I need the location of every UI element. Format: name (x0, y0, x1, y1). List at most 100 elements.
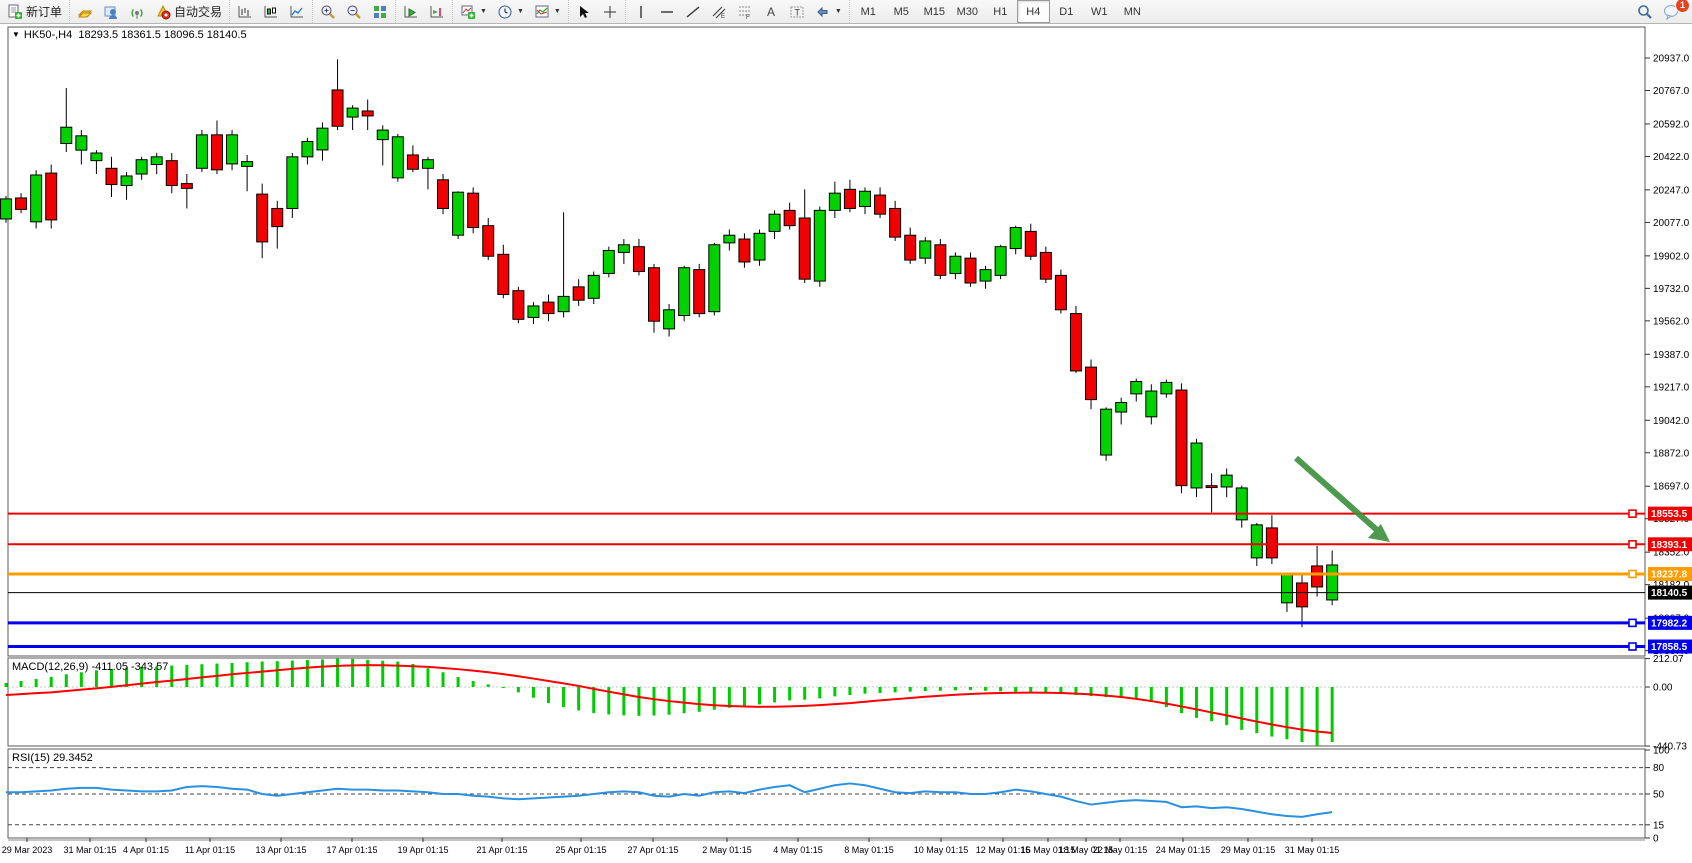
hline-18237.8 (8, 569, 1645, 579)
timeframe-M30-button[interactable]: M30 (956, 5, 978, 18)
timeframe-H4-button[interactable]: H4 (1016, 0, 1050, 23)
toolbar-group (312, 0, 395, 23)
chart-symbol-period: HK50-,H4 (23, 29, 73, 41)
line-handle (1628, 569, 1637, 579)
timeframe-M15-button[interactable]: M15 (923, 5, 945, 18)
candle-chart-icon (263, 4, 279, 20)
timeframe-M1-button[interactable]: M1 (860, 5, 876, 18)
svg-text:20592.0: 20592.0 (1653, 119, 1690, 130)
candles (0, 59, 1339, 628)
svg-text:16 May 01:15: 16 May 01:15 (1021, 845, 1076, 855)
chart-canvas[interactable]: 20937.0 20767.0 20592.0 20422.0 20247.0 20077… (0, 23, 1692, 863)
trendline-icon (685, 4, 701, 20)
svg-text:18393.1: 18393.1 (1651, 540, 1688, 551)
auto-scroll-button[interactable] (399, 1, 423, 23)
zoom-out-button[interactable] (342, 1, 366, 23)
shapes-dropdown[interactable]: ▼ (811, 1, 846, 23)
rsi-indicator-label: RSI(15) 29.3452 (12, 752, 93, 764)
timeframe-group: M1 M5 M15 M30 H1 H4 D1 W1 MN (848, 0, 1151, 23)
svg-text:50: 50 (1653, 790, 1665, 801)
candle-chart-button[interactable] (259, 1, 283, 23)
horizontal-line-button[interactable] (655, 1, 679, 23)
svg-text:19217.0: 19217.0 (1653, 382, 1690, 393)
svg-text:10 May 01:15: 10 May 01:15 (914, 845, 969, 855)
periods-dropdown[interactable]: ▼ (493, 1, 528, 23)
fibonacci-button[interactable]: F (733, 1, 757, 23)
tile-windows-button[interactable] (368, 1, 392, 23)
cursor-button[interactable] (572, 1, 596, 23)
svg-text:29 May 01:15: 29 May 01:15 (1221, 845, 1276, 855)
svg-text:T: T (794, 7, 800, 17)
line-chart-button[interactable] (285, 1, 309, 23)
macd-indicator-label: MACD(12,26,9) -411.05 -343.57 (12, 661, 169, 673)
channel-button[interactable]: E (707, 1, 731, 23)
chevron-down-icon: ▼ (516, 8, 524, 15)
svg-text:2 May 01:15: 2 May 01:15 (702, 845, 752, 855)
chart-shift-button[interactable] (425, 1, 449, 23)
chart-ohlc-values: 18293.5 18361.5 18096.5 18140.5 (78, 29, 247, 41)
new-chart-dropdown[interactable]: ▼ (456, 1, 491, 23)
timeframe-W1-button[interactable]: W1 (1091, 5, 1108, 18)
toolbar-group (229, 0, 312, 23)
toolbar-group: E F A T ▼ (624, 0, 849, 23)
chat-button[interactable]: 1 (1659, 0, 1690, 23)
market-watch-button[interactable] (73, 1, 97, 23)
signal-button[interactable] (125, 1, 149, 23)
text-button[interactable]: A (759, 1, 783, 23)
signal-icon (129, 4, 145, 20)
svg-text:19902.0: 19902.0 (1653, 251, 1690, 262)
crosshair-icon (602, 4, 618, 20)
indicators-dropdown[interactable]: ▼ (530, 1, 565, 23)
autotrade-button-label: 自动交易 (174, 5, 223, 19)
svg-text:18140.5: 18140.5 (1651, 588, 1688, 599)
svg-text:19387.0: 19387.0 (1653, 350, 1690, 361)
hline-17982.2 (8, 618, 1645, 628)
timeframe-D1-button[interactable]: D1 (1059, 5, 1074, 18)
svg-text:17 Apr 01:15: 17 Apr 01:15 (326, 845, 377, 855)
svg-text:12 May 01:15: 12 May 01:15 (976, 845, 1031, 855)
timeframe-M5-button[interactable]: M5 (893, 5, 909, 18)
shapes-icon (815, 4, 831, 20)
svg-text:4 May 01:15: 4 May 01:15 (773, 845, 823, 855)
price-badges: 18553.5 18393.1 18237.8 17982.2 17858.5 18140… (1648, 506, 1692, 654)
svg-text:0: 0 (1653, 834, 1659, 845)
indicators-icon (534, 4, 550, 20)
bar-chart-button[interactable] (233, 1, 257, 23)
trend-arrow[interactable] (1294, 455, 1390, 542)
svg-text:19 Apr 01:15: 19 Apr 01:15 (397, 845, 448, 855)
timeframe-H1-button[interactable]: H1 (993, 5, 1008, 18)
svg-text:20422.0: 20422.0 (1653, 152, 1690, 163)
macd-panel: 212.07 0.00 -440.73 (4, 654, 1687, 753)
search-button[interactable] (1633, 1, 1657, 23)
svg-text:19042.0: 19042.0 (1653, 416, 1690, 427)
profile-button[interactable] (99, 1, 123, 23)
hline-18553.5 (8, 509, 1645, 518)
svg-text:20077.0: 20077.0 (1653, 218, 1690, 229)
new-order-button-label: 新订单 (26, 5, 63, 19)
toolbar-group (395, 0, 452, 23)
timeframe-MN-button[interactable]: MN (1123, 5, 1141, 18)
line-handle (1628, 540, 1637, 549)
svg-text:212.07: 212.07 (1653, 654, 1684, 665)
svg-text:18697.0: 18697.0 (1653, 482, 1690, 493)
horizontal-line-icon (659, 4, 675, 20)
new-chart-icon (460, 4, 476, 20)
svg-text:20937.0: 20937.0 (1653, 54, 1690, 65)
svg-text:24 May 01:15: 24 May 01:15 (1156, 845, 1211, 855)
svg-text:25 Apr 01:15: 25 Apr 01:15 (555, 845, 606, 855)
svg-text:21 Apr 01:15: 21 Apr 01:15 (476, 845, 527, 855)
zoom-in-button[interactable] (316, 1, 340, 23)
vertical-line-button[interactable] (629, 1, 653, 23)
label-button[interactable]: T (785, 1, 809, 23)
autotrade-button[interactable]: 自动交易 (151, 1, 226, 23)
line-handle (1628, 618, 1637, 628)
price-chart-svg[interactable]: 20937.0 20767.0 20592.0 20422.0 20247.0 20077… (0, 23, 1692, 863)
new-order-button[interactable]: 新订单 (3, 1, 66, 23)
trendline-button[interactable] (681, 1, 705, 23)
chevron-down-icon: ▼ (480, 8, 487, 15)
channel-icon: E (711, 4, 727, 20)
crosshair-button[interactable] (598, 1, 622, 23)
svg-text:22 May 01:15: 22 May 01:15 (1093, 845, 1148, 855)
chart-title-collapse-icon[interactable]: ▼ (12, 30, 20, 39)
support-resistance-lines[interactable] (8, 509, 1645, 651)
